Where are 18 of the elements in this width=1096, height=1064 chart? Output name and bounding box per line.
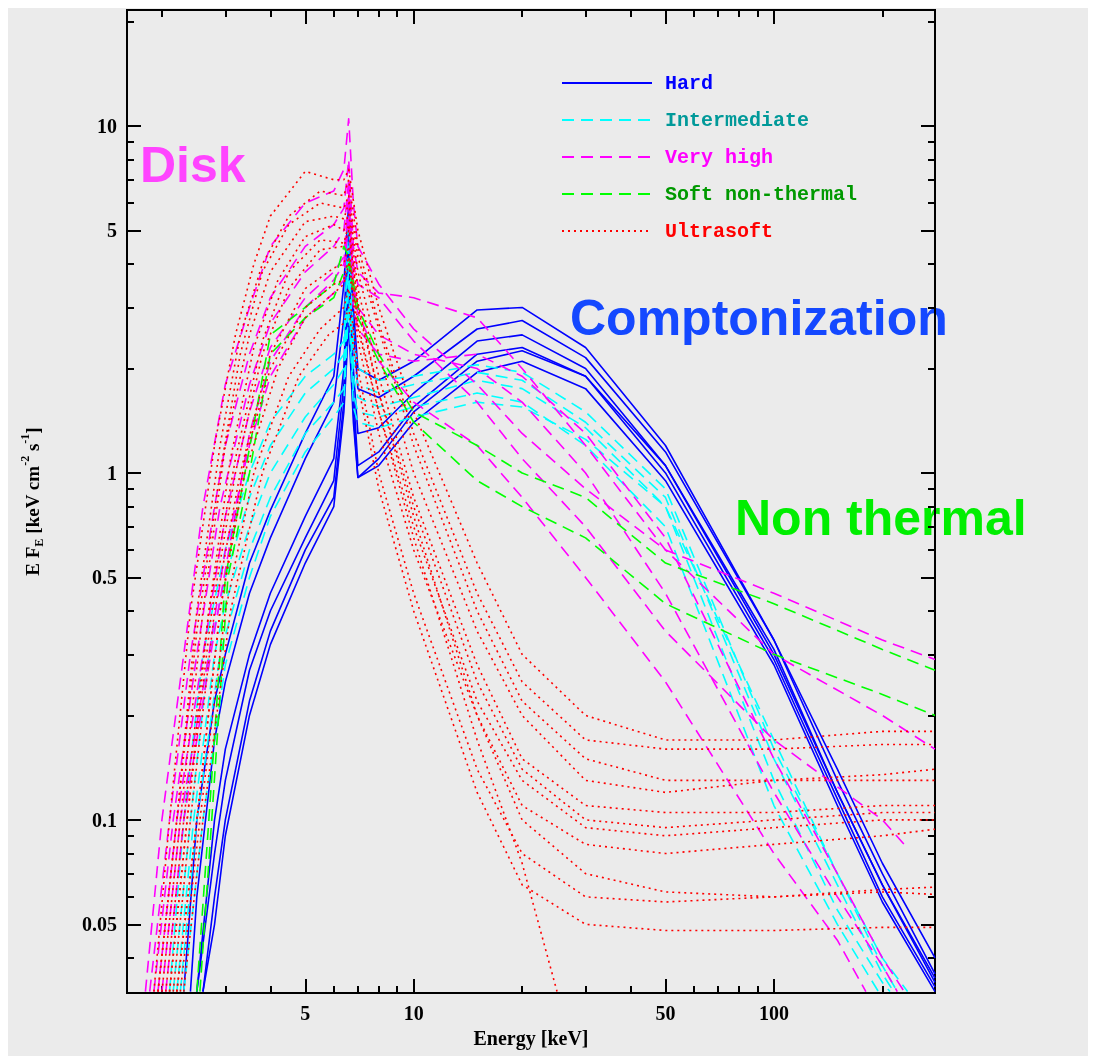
x-tick-label: 100 [758,1002,789,1024]
x-tick-label: 5 [300,1002,311,1024]
x-tick-label: 50 [655,1002,676,1024]
legend-label: Ultrasoft [665,219,774,243]
y-tick-label: 0.1 [92,808,117,831]
legend-label: Very high [665,145,774,169]
y-tick-label: 0.5 [92,566,117,589]
y-tick-label: 10 [97,115,117,138]
legend-label: Hard [665,71,714,95]
y-axis-title: E FE [keV cm-2 s-1] [18,427,46,576]
x-tick-label: 10 [403,1002,424,1024]
y-tick-label: 1 [107,461,117,484]
annotation: Disk [140,137,246,193]
legend-label: Soft non-thermal [665,182,858,206]
y-tick-label: 5 [107,219,117,242]
x-axis-title: Energy [keV] [473,1026,589,1050]
legend-label: Intermediate [665,108,810,132]
y-tick-label: 0.05 [82,913,117,936]
